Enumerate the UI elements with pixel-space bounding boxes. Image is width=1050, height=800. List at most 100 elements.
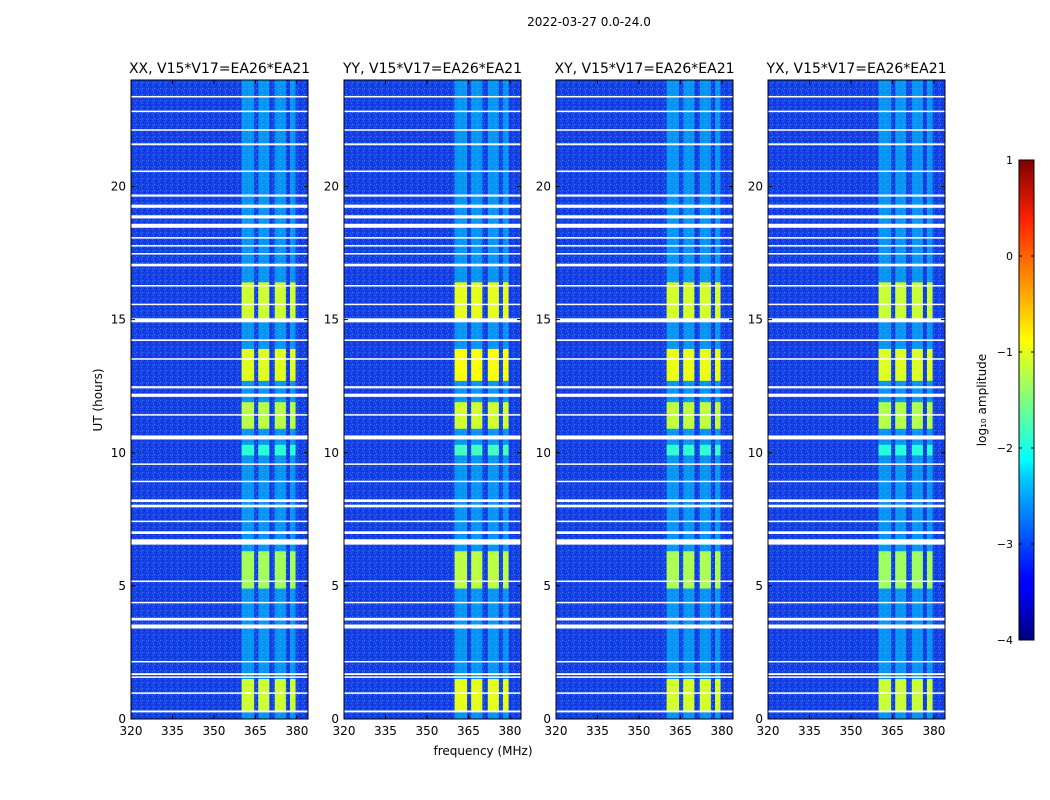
panel: XX, V15*V17=EA26*EA21 320 335 350 365 380 0 5 10…: [111, 61, 310, 738]
panel-frame: [555, 79, 734, 720]
x-tick-label: 380: [922, 724, 945, 738]
flagged-row: [556, 215, 733, 219]
y-tick-label: 20: [324, 180, 339, 194]
rfi-burst-cell: [715, 282, 721, 320]
rfi-burst-cell: [454, 679, 468, 712]
flagged-row: [344, 143, 521, 146]
flagged-row: [344, 393, 521, 397]
rfi-burst-cell: [911, 679, 923, 712]
rfi-burst-cell: [258, 282, 270, 320]
flagged-row: [344, 624, 521, 629]
flagged-row: [768, 624, 945, 629]
x-tick-label: 380: [710, 724, 733, 738]
rfi-burst-cell: [683, 551, 695, 589]
flagged-row: [768, 215, 945, 219]
rfi-burst-cell: [487, 348, 499, 381]
flagged-row: [131, 499, 308, 503]
flagged-row: [768, 580, 945, 583]
rfi-burst-cell: [666, 282, 680, 320]
flagged-row: [556, 204, 733, 208]
rfi-channel: [699, 80, 711, 719]
flagged-row: [768, 520, 945, 523]
flagged-row: [344, 539, 521, 545]
flagged-row: [768, 318, 945, 323]
flagged-row: [131, 601, 308, 604]
rfi-burst-cell: [471, 282, 483, 320]
y-tick-label: 15: [748, 313, 763, 327]
rfi-channel: [683, 80, 695, 719]
flagged-row: [556, 520, 733, 523]
flagged-row: [344, 435, 521, 440]
flagged-row: [131, 237, 308, 239]
flagged-row: [131, 95, 308, 98]
flagged-row: [768, 539, 945, 545]
flagged-row: [768, 463, 945, 465]
rfi-channel: [715, 80, 721, 719]
flagged-row: [556, 480, 733, 483]
rfi-burst-cell: [241, 348, 255, 381]
rfi-burst-cell: [503, 444, 509, 456]
rfi-burst-cell: [699, 282, 711, 320]
rfi-burst-cell: [487, 444, 499, 456]
y-tick-label: 20: [536, 180, 551, 194]
colorbar-tick-label: −1: [997, 346, 1013, 359]
rfi-burst-cell: [290, 282, 296, 320]
rfi-channel: [878, 80, 892, 719]
rfi-burst-cell: [911, 444, 923, 456]
rfi-burst-cell: [699, 444, 711, 456]
flagged-row: [556, 263, 733, 267]
x-tick-label: 380: [498, 724, 521, 738]
y-tick-label: 0: [118, 712, 126, 726]
flagged-row: [344, 531, 521, 534]
flagged-row: [768, 237, 945, 239]
flagged-row: [768, 303, 945, 306]
flagged-row: [131, 253, 308, 255]
flagged-row: [556, 95, 733, 98]
rfi-burst-cell: [241, 444, 255, 456]
flagged-row: [556, 414, 733, 416]
flagged-row: [131, 263, 308, 267]
rfi-burst-cell: [895, 679, 907, 712]
flagged-row: [556, 194, 733, 197]
rfi-burst-cell: [258, 679, 270, 712]
rfi-burst-cell: [503, 348, 509, 381]
flagged-row: [556, 129, 733, 131]
panel-title: XY, V15*V17=EA26*EA21: [554, 61, 734, 77]
flagged-row: [768, 393, 945, 397]
flagged-row: [131, 285, 308, 287]
flagged-row: [131, 676, 308, 678]
flagged-row: [131, 303, 308, 306]
flagged-row: [344, 617, 521, 621]
rfi-burst-cell: [241, 282, 255, 320]
y-tick-label: 5: [331, 579, 339, 593]
rfi-channel: [274, 80, 286, 719]
flagged-row: [768, 285, 945, 287]
flagged-row: [344, 245, 521, 247]
colorbar-tick-label: −4: [997, 634, 1013, 647]
colorbar: 1 0 −1 −2 −3 −4: [997, 154, 1035, 647]
x-tick-label: 320: [120, 724, 143, 738]
flagged-row: [556, 358, 733, 360]
colorbar-tick-label: 1: [1006, 154, 1013, 167]
rfi-burst-cell: [454, 348, 468, 381]
flagged-row: [131, 617, 308, 621]
flagged-row: [768, 601, 945, 604]
x-tick-label: 320: [545, 724, 568, 738]
rfi-burst-cell: [911, 282, 923, 320]
flagged-row: [768, 692, 945, 694]
flagged-row: [768, 504, 945, 508]
rfi-burst-cell: [241, 551, 255, 589]
flagged-row: [131, 129, 308, 131]
flagged-row: [131, 223, 308, 228]
flagged-row: [131, 386, 308, 389]
y-tick-label: 15: [111, 313, 126, 327]
flagged-row: [768, 480, 945, 483]
flagged-row: [556, 253, 733, 255]
flagged-row: [556, 303, 733, 306]
panel-title: XX, V15*V17=EA26*EA21: [129, 61, 310, 77]
panel-frame: [343, 79, 522, 720]
flagged-row: [556, 285, 733, 287]
flagged-row: [556, 463, 733, 465]
rfi-channel: [911, 80, 923, 719]
x-tick-label: 350: [416, 724, 439, 738]
